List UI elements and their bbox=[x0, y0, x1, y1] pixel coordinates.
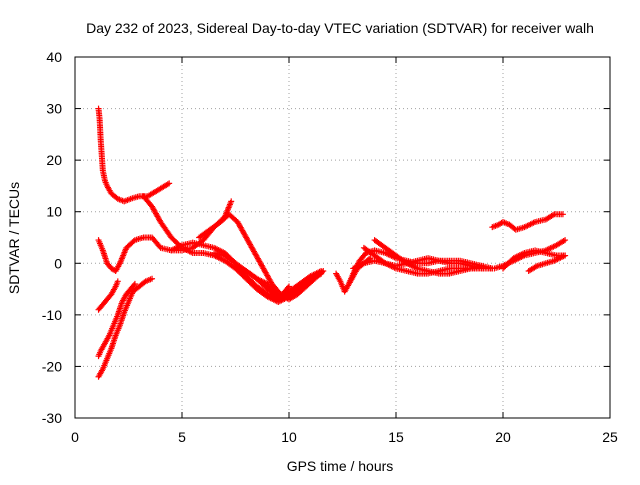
y-tick-label: 30 bbox=[46, 101, 62, 117]
x-tick-label: 20 bbox=[495, 429, 511, 445]
data-point-marker bbox=[130, 282, 137, 289]
data-point-marker bbox=[562, 237, 569, 244]
y-tick-label: 10 bbox=[46, 204, 62, 220]
series-track-1 bbox=[95, 105, 173, 205]
grid bbox=[75, 57, 610, 418]
data-point-marker bbox=[559, 211, 566, 218]
data-point-marker bbox=[286, 283, 292, 290]
series-track-15 bbox=[350, 255, 485, 272]
series-track-14 bbox=[371, 237, 485, 277]
series-track-5 bbox=[95, 275, 156, 380]
x-axis-label: GPS time / hours bbox=[287, 458, 394, 474]
series-track-3 bbox=[95, 278, 121, 313]
data-point-marker bbox=[320, 268, 327, 275]
chart-title: Day 232 of 2023, Sidereal Day-to-day VTE… bbox=[86, 20, 594, 36]
series-track-10 bbox=[232, 262, 292, 300]
y-tick-label: -10 bbox=[42, 307, 62, 323]
data-point-marker bbox=[562, 252, 569, 259]
series-track-2 bbox=[95, 198, 235, 275]
series-track-16 bbox=[489, 211, 566, 233]
data-point-marker bbox=[166, 180, 173, 187]
y-axis-label: SDTVAR / TECUs bbox=[6, 182, 22, 294]
data-points bbox=[95, 105, 569, 380]
data-point-marker bbox=[131, 280, 138, 287]
data-point-marker bbox=[478, 265, 485, 272]
plot-frame bbox=[74, 56, 611, 419]
x-tick-label: 15 bbox=[388, 429, 404, 445]
x-tick-label: 25 bbox=[602, 429, 618, 445]
data-point-marker bbox=[228, 198, 235, 205]
y-tick-label: 40 bbox=[46, 49, 62, 65]
y-tick-label: -30 bbox=[42, 410, 62, 426]
x-tick-label: 5 bbox=[178, 429, 186, 445]
y-tick-label: -20 bbox=[42, 358, 62, 374]
x-tick-label: 10 bbox=[281, 429, 297, 445]
data-point-marker bbox=[319, 269, 326, 276]
data-point-marker bbox=[149, 275, 156, 282]
data-point-marker bbox=[114, 278, 121, 285]
y-tick-label: 20 bbox=[46, 152, 62, 168]
series-track-19 bbox=[525, 252, 569, 275]
series-track-4 bbox=[95, 280, 138, 360]
data-point-marker bbox=[367, 255, 374, 262]
x-tick-label: 0 bbox=[71, 429, 79, 445]
axis-ticks: 0 5 10 15 20 25 -30 -20 -10 0 10 20 30 40 bbox=[42, 49, 618, 445]
y-tick-label: 0 bbox=[54, 255, 62, 271]
data-point-marker bbox=[284, 284, 291, 291]
